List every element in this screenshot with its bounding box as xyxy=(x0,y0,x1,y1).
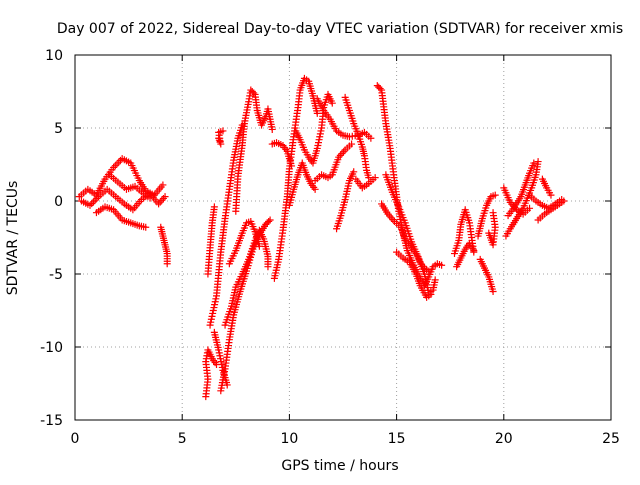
data-point xyxy=(116,156,124,164)
data-point xyxy=(489,209,497,217)
y-tick-label: -5 xyxy=(49,267,63,283)
y-axis-label: SDTVAR / TECUs xyxy=(5,181,21,296)
data-point xyxy=(348,140,356,148)
data-point xyxy=(159,181,167,189)
data-point xyxy=(113,160,121,168)
data-point xyxy=(438,261,446,269)
data-point xyxy=(489,288,497,296)
y-tick-label: 10 xyxy=(45,48,63,64)
x-axis-label: GPS time / hours xyxy=(281,458,398,474)
data-point xyxy=(163,260,171,268)
data-point xyxy=(219,127,227,135)
x-tick-label: 15 xyxy=(388,431,406,447)
y-tick-label: 5 xyxy=(54,121,63,137)
data-point xyxy=(264,263,272,271)
data-point xyxy=(534,158,542,166)
y-tick-label: 0 xyxy=(54,194,63,210)
data-point xyxy=(365,174,373,182)
x-tick-label: 20 xyxy=(495,431,513,447)
data-point xyxy=(560,197,568,205)
data-point xyxy=(142,223,150,231)
axis-ticks xyxy=(74,54,612,421)
data-point xyxy=(266,216,274,224)
data-point xyxy=(340,148,348,156)
data-point xyxy=(161,193,169,201)
data-point xyxy=(328,99,336,107)
data-point xyxy=(159,194,167,202)
grid-lines xyxy=(75,55,611,420)
data-points xyxy=(75,74,568,401)
x-tick-label: 25 xyxy=(602,431,620,447)
data-point xyxy=(91,196,99,204)
data-point xyxy=(387,214,395,222)
data-point xyxy=(376,85,384,93)
data-point xyxy=(530,159,538,167)
data-point xyxy=(350,168,358,176)
data-point xyxy=(88,200,96,208)
data-point xyxy=(470,247,478,255)
data-point xyxy=(255,242,263,250)
plot-frame xyxy=(74,54,612,421)
data-point xyxy=(311,185,319,193)
y-tick-label: -15 xyxy=(40,413,63,429)
data-point xyxy=(389,216,397,224)
chart-title: Day 007 of 2022, Sidereal Day-to-day VTE… xyxy=(57,21,623,37)
data-point xyxy=(268,125,276,133)
x-tick-labels: 0 5 10 15 20 25 xyxy=(71,431,620,447)
data-point xyxy=(111,162,119,170)
y-tick-label: -10 xyxy=(40,340,63,356)
data-point xyxy=(427,290,435,298)
data-point xyxy=(371,174,379,182)
x-tick-label: 0 xyxy=(71,431,80,447)
data-point xyxy=(367,134,375,142)
data-point xyxy=(491,191,499,199)
data-point xyxy=(210,203,218,211)
data-point xyxy=(223,381,231,389)
data-point xyxy=(265,217,273,225)
data-point xyxy=(526,204,534,212)
data-point xyxy=(431,276,439,284)
x-tick-label: 10 xyxy=(280,431,298,447)
x-tick-label: 5 xyxy=(178,431,187,447)
y-tick-labels: -15 -10 -5 0 5 10 xyxy=(40,48,63,429)
data-point xyxy=(158,196,166,204)
data-point xyxy=(250,89,258,97)
data-point xyxy=(547,191,555,199)
data-point xyxy=(146,194,154,202)
data-point xyxy=(338,150,346,158)
